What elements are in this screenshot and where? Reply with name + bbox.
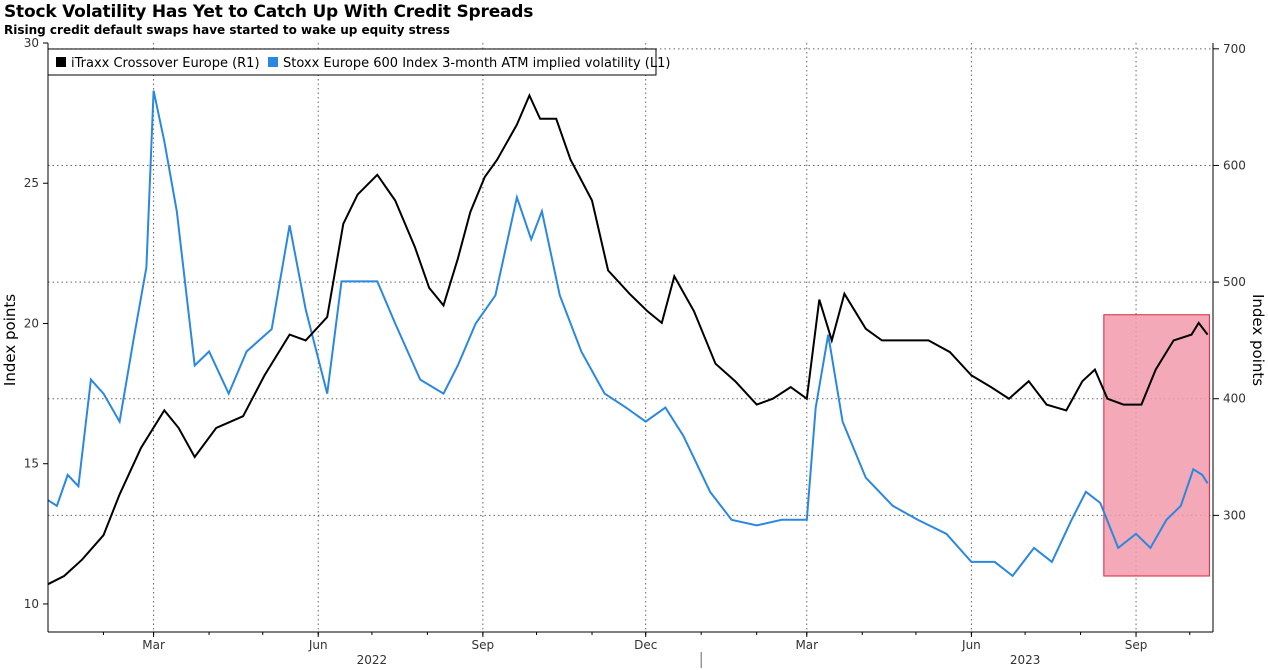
legend-label-vol: Stoxx Europe 600 Index 3-month ATM impli… <box>283 56 670 71</box>
highlight-region <box>1103 314 1210 577</box>
left-tick-label: 20 <box>24 316 39 330</box>
left-axis-ticks: 10 15 20 25 30 <box>24 36 48 611</box>
legend-swatch-vol <box>268 57 278 67</box>
right-tick-label: 400 <box>1223 392 1246 406</box>
legend-label-itraxx: iTraxx Crossover Europe (R1) <box>71 56 260 71</box>
x-tick-label: Jun <box>308 638 328 652</box>
chart-subtitle: Rising credit default swaps have started… <box>4 23 450 37</box>
vol-series-line <box>47 90 1209 578</box>
x-tick-label: Sep <box>472 638 495 652</box>
left-tick-label: 10 <box>24 597 39 611</box>
grid-lines <box>48 43 1213 632</box>
chart-title: Stock Volatility Has Yet to Catch Up Wit… <box>4 2 534 22</box>
right-tick-label: 600 <box>1223 158 1246 172</box>
x-tick-label: Mar <box>795 638 818 652</box>
x-tick-label: Sep <box>1125 638 1148 652</box>
axes <box>47 43 1214 633</box>
itraxx-series-line <box>47 93 1209 586</box>
right-axis-ticks: 300 400 500 600 700 <box>1213 42 1246 522</box>
left-tick-label: 30 <box>24 36 39 50</box>
left-tick-label: 15 <box>24 457 39 471</box>
x-tick-label: Mar <box>142 638 165 652</box>
left-tick-label: 25 <box>24 176 39 190</box>
right-tick-label: 700 <box>1223 42 1246 56</box>
legend-box <box>47 48 657 76</box>
x-year-label: 2022 <box>357 653 388 667</box>
x-tick-label: Dec <box>634 638 657 652</box>
left-axis-label: Index points <box>1 294 19 386</box>
x-tick-label: Jun <box>961 638 981 652</box>
right-tick-label: 500 <box>1223 275 1246 289</box>
x-year-label: 2023 <box>1010 653 1041 667</box>
legend-swatch-itraxx <box>56 57 66 67</box>
legend: iTraxx Crossover Europe (R1) Stoxx Europ… <box>47 48 670 76</box>
right-axis-label: Index points <box>1249 294 1267 386</box>
right-tick-label: 300 <box>1223 508 1246 522</box>
x-axis-ticks: Mar Jun Sep Dec Mar Jun Sep 2022 2023 <box>102 632 1191 668</box>
